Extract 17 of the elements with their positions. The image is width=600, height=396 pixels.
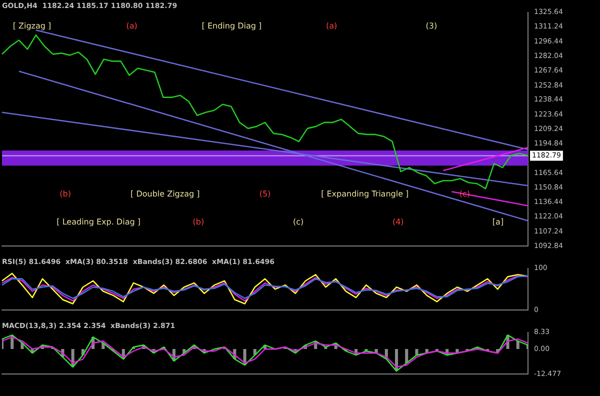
annotation: [ Expanding Triangle ]	[321, 190, 409, 199]
annotation: (a)	[126, 21, 138, 30]
bar	[405, 349, 408, 364]
annotation: [a]	[492, 218, 504, 227]
bar	[415, 349, 418, 356]
annotation: (b)	[192, 218, 204, 227]
annotation: (c)	[292, 218, 304, 227]
annotation: (a)	[326, 21, 338, 30]
annotation: [ Double Zigzag ]	[130, 190, 200, 199]
annotation: (b)	[60, 190, 71, 199]
bar	[516, 341, 520, 350]
annotation: (3)	[426, 21, 438, 30]
annotation: [ Leading Exp. Diag ]	[56, 218, 140, 227]
annotation: (4)	[392, 218, 404, 227]
annotation: (5)	[259, 190, 271, 199]
annotation: [ Ending Diag ]	[202, 21, 262, 30]
annotation: [ Zigzag ]	[12, 21, 52, 30]
